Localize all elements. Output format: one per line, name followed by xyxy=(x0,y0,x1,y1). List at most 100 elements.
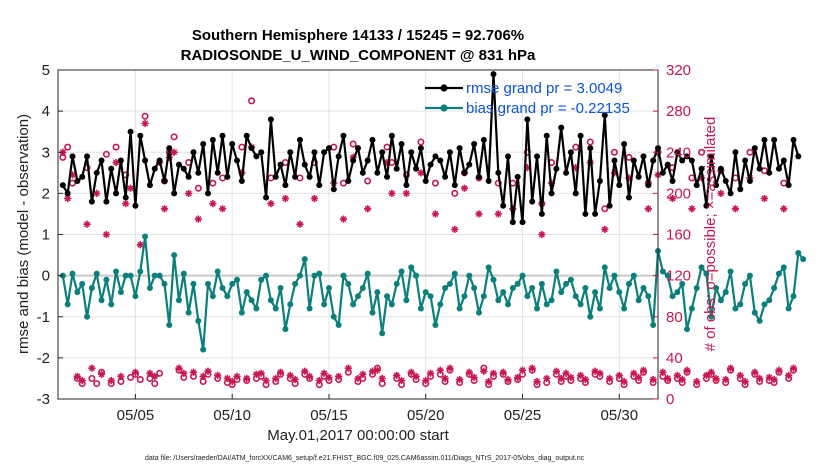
rmse-point xyxy=(737,186,744,193)
rmse-point xyxy=(79,173,86,180)
rmse-point xyxy=(475,173,482,180)
rmse-point xyxy=(384,173,391,180)
bias-point xyxy=(79,280,86,287)
bias-point xyxy=(596,305,603,312)
assimilated-obs-point xyxy=(770,375,778,384)
rmse-point xyxy=(98,157,105,164)
left-axis-ticks: -3 -2 -1 0 1 2 3 4 5 xyxy=(37,62,63,408)
rmse-point xyxy=(117,157,124,164)
assimilated-obs-point xyxy=(446,364,454,372)
legend-rmse-marker xyxy=(440,84,448,92)
bias-point xyxy=(132,293,139,300)
rmse-point xyxy=(611,157,618,164)
rmse-point xyxy=(359,169,366,176)
assimilated-obs-point xyxy=(780,205,788,213)
assimilated-obs-point xyxy=(426,369,435,377)
assimilated-obs-point xyxy=(756,374,764,383)
assimilated-obs-point xyxy=(175,364,183,372)
assimilated-obs-point xyxy=(702,371,710,379)
rmse-point xyxy=(142,157,149,164)
bias-point xyxy=(171,252,178,259)
bias-point xyxy=(364,270,371,277)
y-axis-label-left: rmse and bias (model - observation) xyxy=(15,114,32,354)
assimilated-obs-point xyxy=(726,364,735,372)
bias-point xyxy=(263,272,270,279)
rmse-point xyxy=(577,132,584,139)
rmse-point xyxy=(301,161,308,168)
bias-point xyxy=(519,272,526,279)
possible-obs-point xyxy=(349,140,357,148)
bias-point xyxy=(287,301,294,308)
right-tick-label: 240 xyxy=(666,144,691,161)
rmse-point xyxy=(630,157,637,164)
rmse-point xyxy=(132,202,139,209)
bias-point xyxy=(669,293,676,300)
rmse-point xyxy=(403,182,410,189)
rmse-point xyxy=(171,190,178,197)
bias-point xyxy=(722,289,729,296)
rmse-point xyxy=(490,71,497,78)
rmse-point xyxy=(446,149,453,156)
bias-point xyxy=(558,289,565,296)
bias-point xyxy=(277,284,284,291)
possible-obs-point xyxy=(698,148,706,156)
assimilated-obs-point xyxy=(126,184,135,192)
bias-point xyxy=(209,293,216,300)
possible-obs-point xyxy=(194,184,202,192)
bias-point xyxy=(742,280,749,287)
bias-point xyxy=(374,289,381,296)
assimilated-obs-point xyxy=(204,367,212,375)
rmse-point xyxy=(553,165,560,172)
assimilated-obs-point xyxy=(117,372,125,380)
bias-point xyxy=(446,280,453,287)
bias-point xyxy=(505,301,511,308)
x-tick-label: 05/10 xyxy=(213,407,251,424)
rmse-point xyxy=(567,149,574,156)
bias-point xyxy=(403,297,410,304)
rmse-point xyxy=(442,173,449,180)
bias-point xyxy=(330,313,337,320)
bias-point xyxy=(142,233,149,240)
possible-obs-point xyxy=(431,179,439,187)
assimilated-obs-point xyxy=(562,369,570,377)
bias-point xyxy=(267,297,274,304)
assimilated-obs-point xyxy=(378,374,386,383)
assimilated-obs-point xyxy=(557,374,565,383)
rmse-point xyxy=(88,198,95,205)
assimilated-obs-point xyxy=(514,373,522,382)
rmse-point xyxy=(582,210,589,217)
assimilated-obs-point xyxy=(185,189,193,197)
bias-point xyxy=(321,301,328,308)
assimilated-obs-point xyxy=(151,372,159,380)
chart-subtitle: RADIOSONDE_U_WIND_COMPONENT @ 831 hPa xyxy=(181,47,536,64)
bias-point xyxy=(335,321,342,328)
rmse-point xyxy=(374,169,381,176)
assimilated-obs-point xyxy=(504,375,512,384)
possible-obs-point xyxy=(364,177,372,185)
bias-point xyxy=(800,256,807,263)
assimilated-obs-point xyxy=(489,369,498,377)
x-tick-label: 05/20 xyxy=(407,407,445,424)
rmse-point xyxy=(606,202,613,209)
assimilated-obs-point xyxy=(601,225,609,233)
rmse-point xyxy=(592,210,599,217)
rmse-point xyxy=(253,153,260,160)
rmse-point xyxy=(674,149,681,156)
assimilated-obs-point xyxy=(668,194,677,203)
assimilated-obs-point xyxy=(243,374,251,383)
assimilated-obs-point xyxy=(470,373,478,382)
rmse-point xyxy=(616,182,623,189)
bias-point xyxy=(282,326,289,333)
rmse-point xyxy=(509,219,516,226)
rmse-point xyxy=(234,157,241,164)
bias-point xyxy=(717,297,724,304)
assimilated-obs-point xyxy=(693,377,701,386)
bias-point xyxy=(117,289,124,296)
possible-obs-point xyxy=(209,179,217,187)
legend-rmse-label: rmse grand pr = 3.0049 xyxy=(466,80,622,97)
bias-point xyxy=(64,301,71,308)
bias-point xyxy=(190,280,197,287)
bias-point xyxy=(732,305,739,312)
possible-obs-point xyxy=(746,148,754,156)
possible-obs-point xyxy=(102,150,110,158)
